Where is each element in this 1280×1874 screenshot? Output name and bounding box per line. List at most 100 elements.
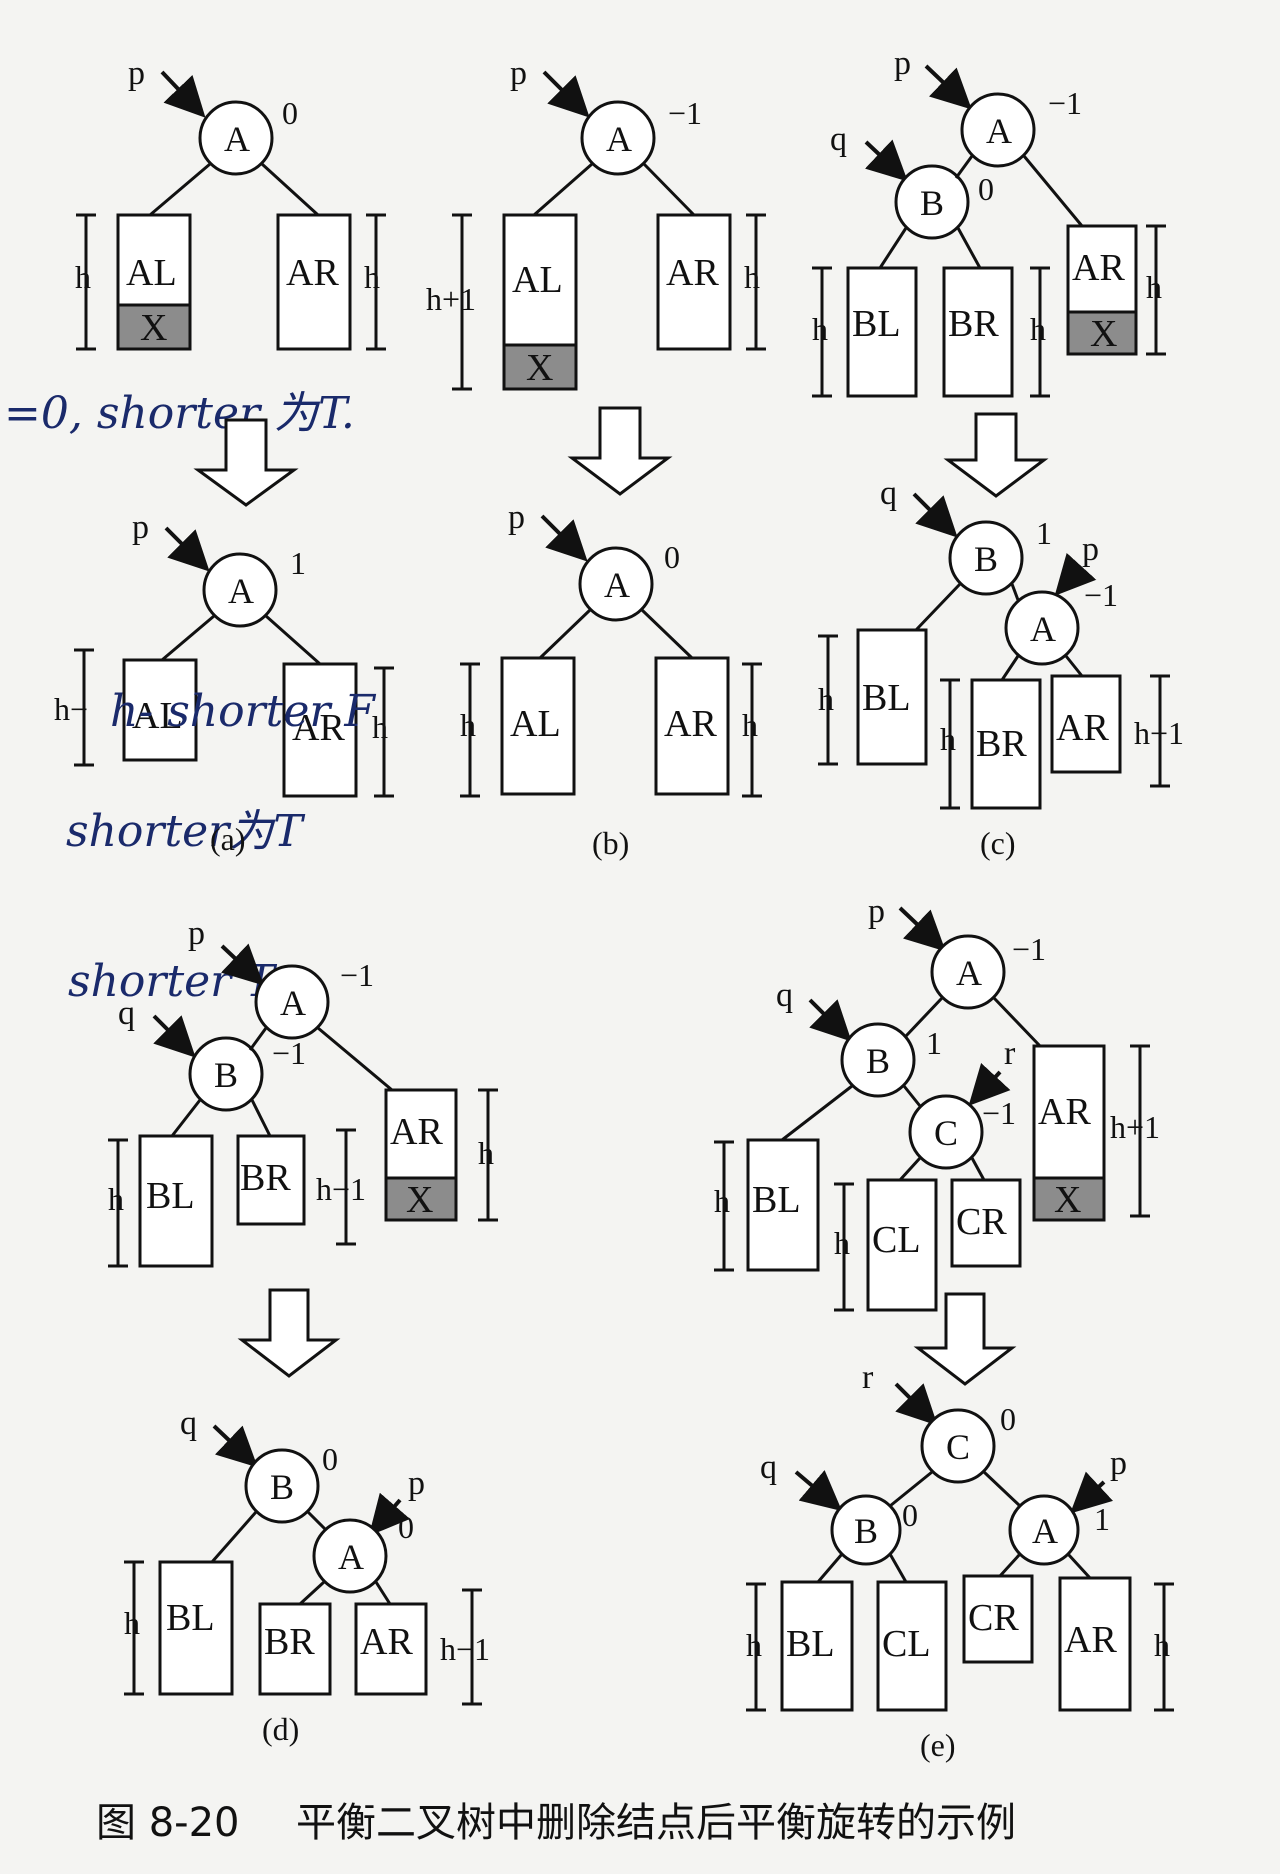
subtree-x-label: X: [1090, 313, 1117, 355]
pointer-q-label: q: [180, 1405, 197, 1442]
subtree-bl: [138, 1134, 214, 1268]
height-label-ar: h: [372, 709, 388, 745]
node-c: [920, 1408, 996, 1484]
node-b-balance: 1: [1036, 515, 1052, 551]
pointer-q-label: q: [760, 1449, 777, 1486]
pointer-q-label: q: [776, 977, 793, 1014]
pointer-p-label: p: [1082, 531, 1099, 568]
pointer-r-label: r: [862, 1359, 874, 1396]
height-label-ar: h: [1146, 269, 1162, 305]
figure-caption: 平衡二叉树中删除结点后平衡旋转的示例: [296, 1800, 1016, 1846]
subtree-cl: [866, 1178, 938, 1312]
transform-arrow-d: [237, 1288, 341, 1378]
subtree-cr-label: CR: [968, 1597, 1019, 1639]
height-label-ar: h: [744, 259, 760, 295]
subtree-al: [122, 658, 198, 762]
subtree-br-label: BR: [240, 1157, 291, 1199]
height-label: h: [124, 1605, 140, 1641]
node-a: [198, 100, 274, 176]
node-a-balance: −1: [340, 957, 374, 993]
height-label-br: h−1: [316, 1171, 366, 1207]
subtree-ar: [1050, 674, 1122, 774]
transform-arrow-c: [943, 412, 1049, 498]
node-a: [1004, 590, 1080, 666]
pointer-p-label: p: [132, 509, 149, 546]
node-a-label: A: [1032, 1511, 1058, 1551]
height-label-br: h: [1030, 311, 1046, 347]
subtree-bl: [158, 1560, 234, 1696]
handwritten-note-4: shorter T: [68, 956, 278, 1007]
node-b-balance: 0: [902, 1497, 918, 1533]
node-a: [202, 552, 278, 628]
node-c-balance: 0: [1000, 1401, 1016, 1437]
node-b: [840, 1022, 916, 1098]
pointer-q-label: q: [830, 121, 847, 158]
height-label-ar: h: [1154, 1627, 1170, 1663]
subtree-bl-label: BL: [862, 677, 911, 719]
subtree-bl: [856, 628, 928, 766]
subtree-br: [258, 1602, 332, 1696]
subtree-x: [1032, 1176, 1106, 1222]
subtree-ar: [1032, 1044, 1106, 1180]
pointer-p-label: p: [128, 55, 145, 92]
panel-e-before: p A −1 q B 1 r C −1 BL CL CR AR X h: [714, 893, 1160, 1312]
edge-a-al: [149, 162, 211, 217]
panel-label-e: (e): [920, 1727, 956, 1763]
panel-c-before: p A −1 q B 0 BL BR AR X h h h: [812, 45, 1166, 398]
height-label-ar: h: [478, 1135, 494, 1171]
subtree-ar-label: AR: [390, 1111, 443, 1153]
subtree-ar: [354, 1602, 428, 1696]
height-label: h: [746, 1627, 762, 1663]
height-label: h: [75, 259, 91, 295]
height-label-ar: h: [742, 707, 758, 743]
node-a: [578, 546, 654, 622]
node-a-label: A: [606, 119, 632, 159]
node-a-balance: −1: [1048, 85, 1082, 121]
subtree-ar-label: AR: [666, 252, 719, 294]
subtree-al: [116, 213, 192, 307]
subtree-x-label: X: [1054, 1179, 1081, 1221]
subtree-ar-label: AR: [286, 252, 339, 294]
subtree-x: [384, 1176, 458, 1222]
subtree-br: [970, 678, 1042, 810]
subtree-ar-label: AR: [1064, 1619, 1117, 1661]
subtree-cl-label: CL: [872, 1219, 921, 1261]
node-b-balance: 0: [978, 171, 994, 207]
node-a-balance: −1: [1012, 931, 1046, 967]
subtree-al-label: AL: [512, 259, 563, 301]
panel-c-after: q B 1 p −1 A BL BR AR h h h−1: [818, 475, 1184, 810]
node-a-balance: 0: [398, 1509, 414, 1545]
subtree-al-label: AL: [132, 695, 183, 737]
pointer-p-label: p: [868, 893, 885, 930]
pointer-p-label: p: [408, 1465, 425, 1502]
panel-label-b: (b): [592, 825, 629, 861]
subtree-br: [236, 1134, 306, 1226]
node-a-label: A: [1030, 609, 1056, 649]
node-a-balance: −1: [1084, 577, 1118, 613]
subtree-al: [500, 656, 576, 796]
panel-d-after: q B 0 p 0 A BL BR AR h h−1: [124, 1405, 490, 1706]
subtree-ar: [654, 656, 730, 796]
subtree-x: [116, 303, 192, 351]
subtree-cr: [962, 1574, 1034, 1664]
node-a-label: A: [224, 119, 250, 159]
node-a: [312, 1518, 388, 1594]
subtree-br-label: BR: [976, 723, 1027, 765]
node-a-label: A: [956, 953, 982, 993]
subtree-ar-label: AR: [1038, 1091, 1091, 1133]
height-label: h+1: [426, 281, 476, 317]
node-b: [948, 520, 1024, 596]
node-a-label: A: [338, 1537, 364, 1577]
node-a-label: A: [280, 983, 306, 1023]
subtree-bl: [746, 1138, 820, 1272]
subtree-ar: [656, 213, 732, 351]
node-c-label: C: [946, 1427, 970, 1467]
subtree-ar: [276, 213, 352, 351]
pointer-r-label: r: [1004, 1035, 1016, 1072]
handwritten-note-1: =0, shorter 为T.: [4, 388, 355, 439]
panel-d-before: p A −1 q B −1 BL BR AR X h h−1 h: [108, 915, 498, 1268]
figure-number: 图 8-20: [96, 1800, 240, 1846]
node-c-balance: −1: [982, 1095, 1016, 1131]
subtree-bl-label: BL: [752, 1179, 801, 1221]
node-a-label: A: [604, 565, 630, 605]
